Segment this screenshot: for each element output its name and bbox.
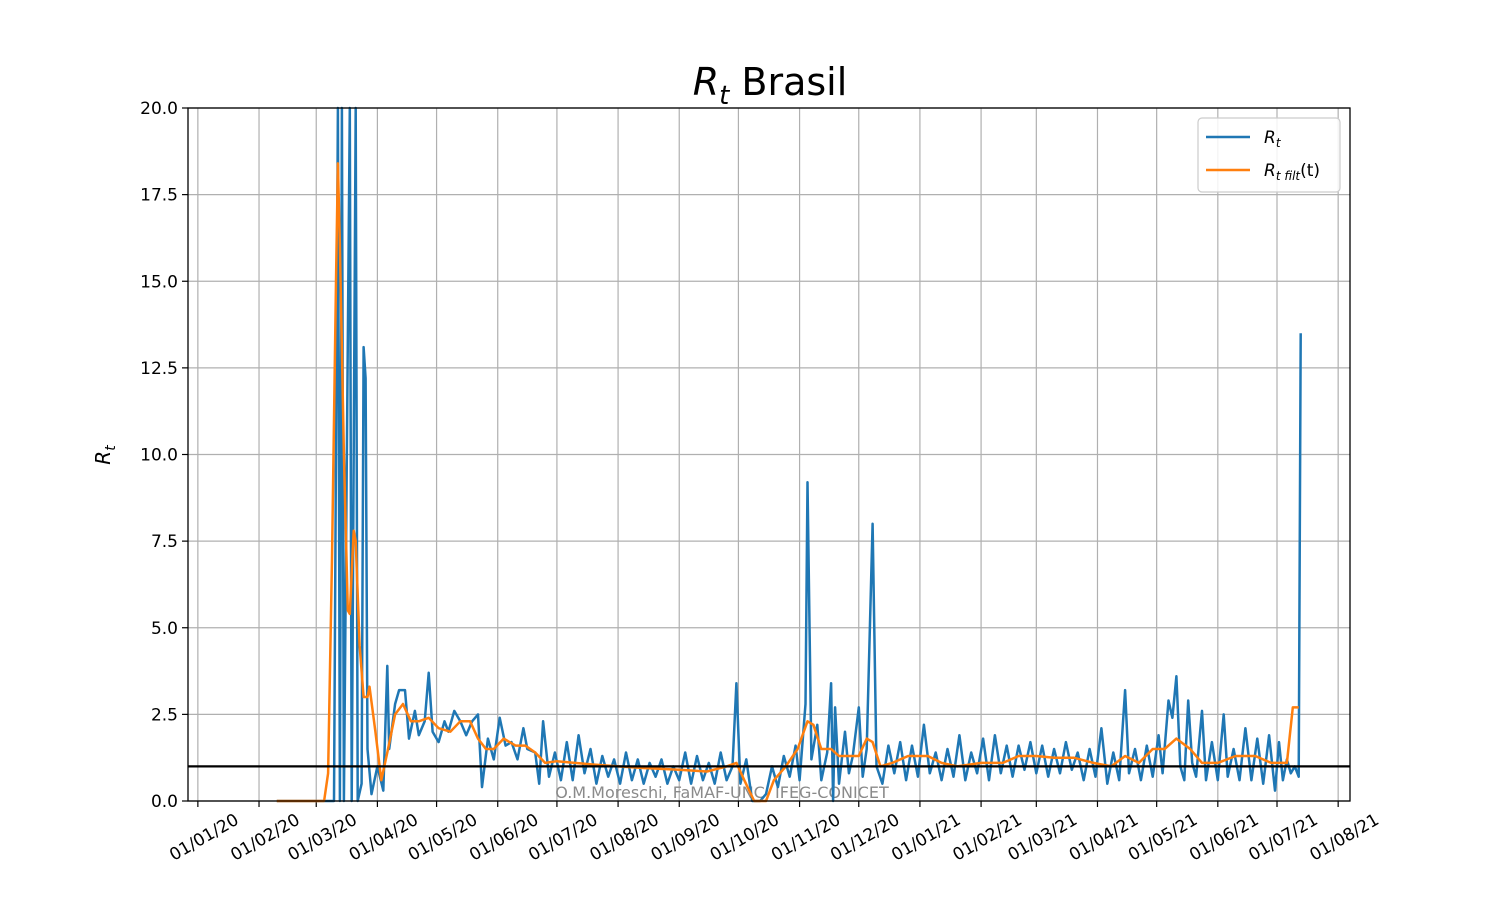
y-tick-label: 2.5: [151, 705, 178, 725]
ylabel-main: R: [91, 451, 115, 465]
legend-label-rt-filt: Rt filt(t): [1264, 161, 1320, 183]
plot-frame: [187, 107, 1351, 802]
x-axis-ticks: 01/01/2001/02/2001/03/2001/04/2001/05/20…: [166, 801, 1383, 866]
y-axis-label: Rt: [91, 445, 119, 465]
series-line-rt: [276, 106, 1302, 803]
ylabel-sub: t: [103, 445, 119, 451]
svg-text:Rt: Rt: [91, 445, 119, 465]
title-main: R: [693, 60, 719, 104]
watermark: O.M.Moreschi, FaMAF-UNC, IFEG-CONICET: [555, 783, 889, 802]
y-tick-label: 17.5: [140, 186, 178, 206]
y-tick-label: 0.0: [151, 792, 178, 812]
y-tick-label: 5.0: [151, 619, 178, 639]
y-tick-label: 15.0: [140, 272, 178, 292]
x-tick-label: 01/08/21: [1307, 810, 1383, 866]
chart-title: Rt Brasil: [693, 60, 848, 111]
grid: [188, 107, 1350, 802]
legend: Rt Rt filt(t): [1197, 117, 1341, 193]
x-tick-label: 01/08/20: [586, 810, 662, 866]
title-rest: Brasil: [729, 60, 847, 104]
title-sub: t: [719, 81, 730, 111]
y-tick-label: 12.5: [140, 359, 178, 379]
y-axis-ticks: 0.0 2.5 5.0 7.5 10.0 12.5 15.0 17.5 20.0: [140, 99, 188, 812]
legend-label-rt: Rt: [1264, 128, 1282, 150]
y-tick-label: 10.0: [140, 446, 178, 466]
y-tick-label: 7.5: [151, 532, 178, 552]
x-tick-label: 01/01/20: [166, 810, 242, 866]
x-tick-label: 01/01/21: [888, 810, 964, 866]
y-tick-label: 20.0: [140, 99, 178, 119]
